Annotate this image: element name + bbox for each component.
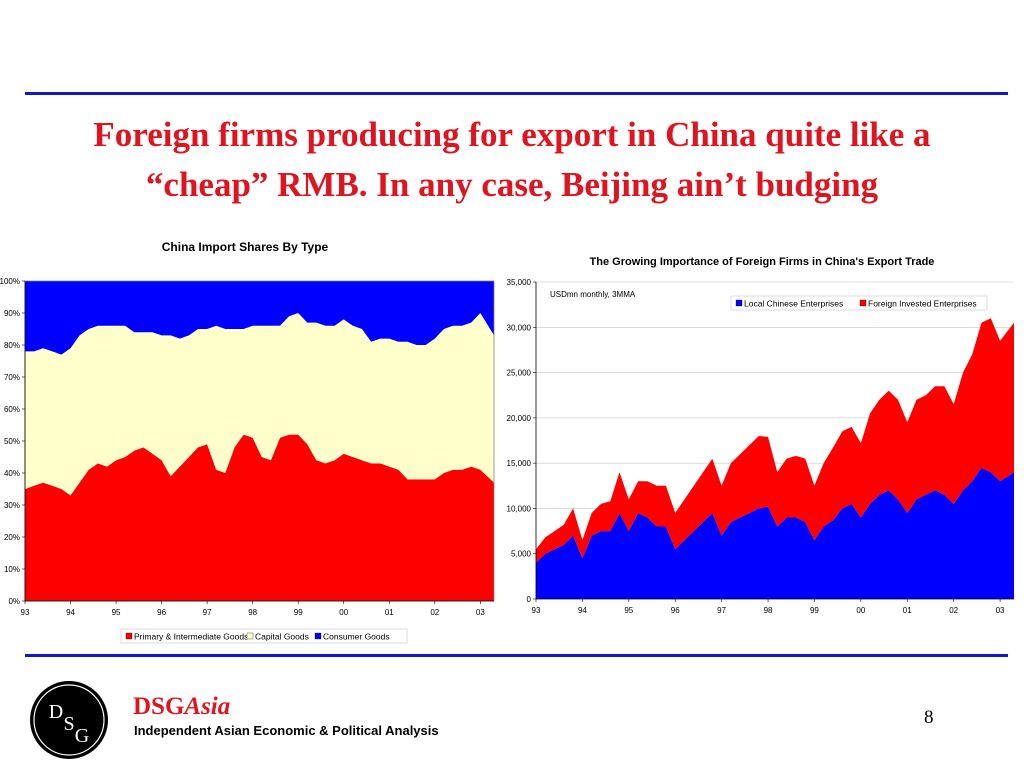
- y-tick-label: 10%: [4, 565, 20, 574]
- series-area-local-chinese-enterprises: [536, 467, 1014, 599]
- logo-letter-g: G: [75, 725, 89, 747]
- brand-suffix: Asia: [184, 693, 231, 720]
- brand-tagline: Independent Asian Economic & Political A…: [134, 723, 439, 738]
- chart-title: China Import Shares By Type: [162, 240, 329, 254]
- page-number: 8: [924, 707, 934, 728]
- y-tick-label: 50%: [4, 437, 20, 446]
- y-tick-label: 5,000: [511, 550, 532, 559]
- legend-label: Local Chinese Enterprises: [744, 299, 843, 309]
- x-tick-label: 93: [21, 608, 30, 617]
- y-tick-label: 90%: [4, 309, 20, 318]
- y-tick-label: 10,000: [507, 504, 532, 513]
- slide-title-line-1: Foreign firms producing for export in Ch…: [93, 115, 931, 154]
- legend-swatch: [125, 632, 133, 640]
- logo-letter-d: D: [49, 701, 63, 723]
- chart-legend: Primary & Intermediate Goods Capital Good…: [120, 628, 408, 644]
- y-tick-label: 70%: [4, 373, 20, 382]
- slide-title: Foreign firms producing for export in Ch…: [20, 110, 1004, 210]
- y-tick-label: 0%: [8, 597, 20, 606]
- y-tick-label: 15,000: [507, 459, 532, 468]
- legend-label: Primary & Intermediate Goods: [134, 632, 248, 642]
- x-tick-label: 99: [294, 608, 303, 617]
- x-tick-label: 95: [624, 606, 633, 615]
- legend-box: [120, 628, 408, 644]
- x-tick-label: 93: [532, 606, 541, 615]
- x-tick-label: 97: [717, 606, 726, 615]
- x-tick-label: 96: [671, 606, 680, 615]
- brand-name: DSGAsia: [133, 693, 230, 721]
- series-area-consumer-goods: [25, 281, 494, 355]
- import-shares-chart: China Import Shares By Type 93 94 95 96 97 98…: [0, 240, 495, 644]
- y-tick-label: 40%: [4, 469, 20, 478]
- legend-swatch: [246, 632, 254, 640]
- slide-title-line-2: “cheap” RMB. In any case, Beijing ain’t …: [145, 165, 879, 204]
- brand-prefix: DSG: [133, 693, 185, 720]
- series-area-foreign-invested-enterprises: [536, 318, 1014, 563]
- series-area-primary-intermediate-goods: [25, 434, 494, 601]
- legend-swatch: [859, 299, 867, 307]
- y-tick-label: 20%: [4, 533, 20, 542]
- x-tick-label: 00: [856, 606, 865, 615]
- y-tick-label: 100%: [0, 277, 20, 286]
- y-tick-label: 30%: [4, 501, 20, 510]
- chart-subtitle: USDmn monthly, 3MMA: [550, 290, 636, 299]
- legend-swatch: [314, 632, 322, 640]
- chart-legend: Local Chinese Enterprises Foreign Investe…: [730, 295, 988, 311]
- legend-label: Consumer Goods: [323, 632, 390, 642]
- y-tick-label: 60%: [4, 405, 20, 414]
- x-tick-label: 96: [157, 608, 166, 617]
- legend-swatch: [735, 299, 743, 307]
- y-tick-label: 35,000: [507, 278, 532, 287]
- top-divider: [25, 92, 1008, 95]
- x-tick-label: 95: [112, 608, 121, 617]
- series-area-capital-goods: [25, 313, 494, 496]
- logo-letter-s: S: [63, 713, 74, 735]
- y-tick-label: 25,000: [507, 369, 532, 378]
- x-tick-label: 94: [578, 606, 587, 615]
- x-tick-label: 99: [810, 606, 819, 615]
- y-tick-label: 20,000: [507, 414, 532, 423]
- legend-label: Capital Goods: [255, 632, 309, 642]
- x-tick-label: 02: [430, 608, 439, 617]
- x-tick-label: 94: [66, 608, 75, 617]
- x-tick-label: 97: [203, 608, 212, 617]
- chart-title: The Growing Importance of Foreign Firms …: [590, 256, 935, 268]
- legend-box: [730, 295, 988, 311]
- x-tick-label: 01: [903, 606, 912, 615]
- x-tick-label: 03: [996, 606, 1005, 615]
- y-tick-label: 80%: [4, 341, 20, 350]
- y-tick-label: 30,000: [507, 323, 532, 332]
- export-trade-chart: The Growing Importance of Foreign Firms …: [507, 256, 1014, 615]
- x-tick-label: 00: [339, 608, 348, 617]
- x-tick-label: 01: [385, 608, 394, 617]
- x-tick-label: 03: [476, 608, 485, 617]
- bottom-divider: [25, 654, 1008, 657]
- dsg-logo: D S G: [30, 681, 108, 759]
- x-tick-label: 98: [764, 606, 773, 615]
- legend-label: Foreign Invested Enterprises: [868, 299, 977, 309]
- y-tick-label: 0: [527, 595, 532, 604]
- x-tick-label: 98: [248, 608, 257, 617]
- x-tick-label: 02: [949, 606, 958, 615]
